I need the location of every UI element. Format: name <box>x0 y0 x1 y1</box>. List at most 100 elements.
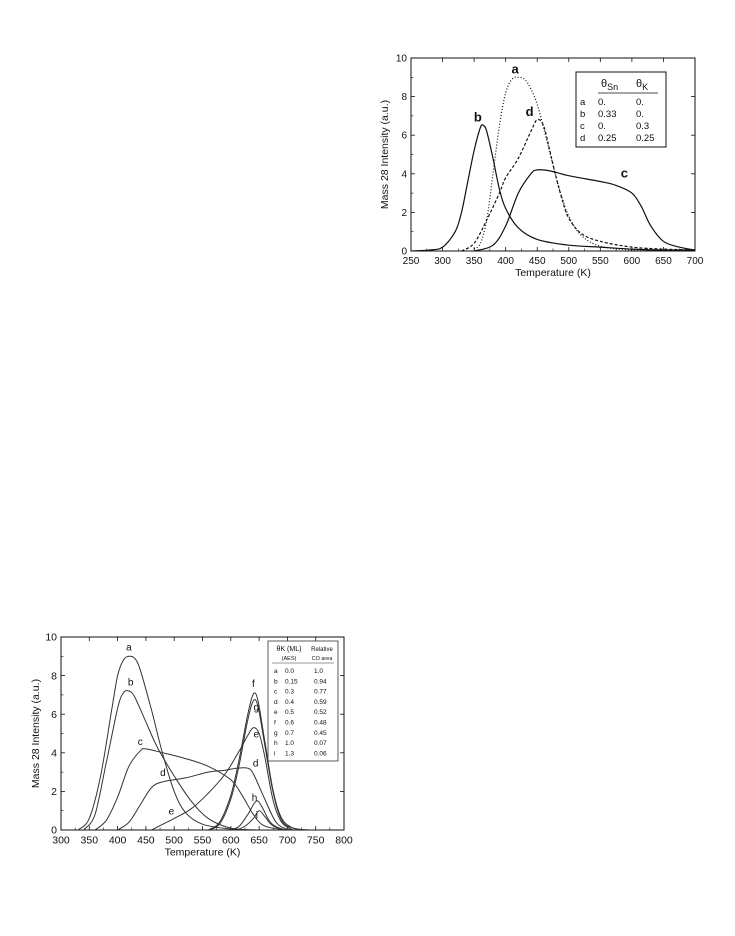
chart2-curve-label-g: g <box>253 702 259 713</box>
chart2-series-h <box>230 800 294 830</box>
chart1-x-tick-label: 250 <box>403 256 420 267</box>
chart2-x-tick-label: 650 <box>250 835 268 847</box>
chart2-legend-row-area: 0.07 <box>314 740 327 747</box>
chart1-y-tick-label: 6 <box>401 131 407 142</box>
chart2-legend-row-id: i <box>274 750 275 757</box>
chart2-series-d <box>117 767 300 830</box>
chart2-legend-row-area: 0.45 <box>314 730 327 737</box>
chart2-curve-label-d: d <box>160 768 166 779</box>
chart2-series-i <box>236 810 288 830</box>
chart1-legend-row-k: 0.3 <box>636 121 649 132</box>
chart2-y-tick-label: 4 <box>51 747 57 759</box>
chart1-x-tick-label: 450 <box>529 256 546 267</box>
chart2-x-tick-label: 700 <box>279 835 297 847</box>
chart1-curve-label-a: a <box>512 61 520 76</box>
chart2-legend-subheader-2: CO area <box>312 656 334 662</box>
chart1-legend-row-k: 0.25 <box>636 133 655 144</box>
chart2-curve-label-e: e <box>169 807 175 818</box>
chart2-legend-header-2: Relative <box>311 647 333 653</box>
chart2-y-tick-label: 0 <box>51 825 57 837</box>
chart2-legend-row-k: 0.0 <box>285 668 294 675</box>
chart2-x-tick-label: 350 <box>81 835 99 847</box>
chart2-curve-label-e: e <box>253 729 259 740</box>
chart2-legend-row-id: e <box>274 709 278 716</box>
chart1-legend: θSn θKa 0. 0.b 0.33 0.c 0. 0.3d 0.25 0.25 <box>575 71 667 148</box>
chart1-legend-box <box>575 71 667 148</box>
chart2-legend-row-k: 0.6 <box>285 720 294 727</box>
chart2-legend: θK (ML) Relative (AES) CO area a 0.0 1.0 b 0.15 0… <box>267 640 339 762</box>
chart1-legend-row-sn: 0.33 <box>598 109 617 120</box>
chart2-curve-label-d: d <box>253 758 259 769</box>
chart1-legend-row-sn: 0.25 <box>598 133 617 144</box>
chart1-legend-header: θK <box>636 78 648 92</box>
chart2-x-tick-label: 400 <box>109 835 127 847</box>
chart1-curve-label-b: b <box>474 110 482 125</box>
chart2-series-a <box>77 655 260 830</box>
chart1-legend-row-id: c <box>580 121 585 132</box>
chart2-legend-header-1: θK (ML) <box>277 646 302 653</box>
chart1-legend-row-sn: 0. <box>598 121 606 132</box>
chart1-x-tick-label: 550 <box>592 256 609 267</box>
chart1-legend-row-id: a <box>580 97 586 108</box>
chart2-x-tick-label: 500 <box>165 835 183 847</box>
chart1-series-b <box>411 124 695 251</box>
chart2-series-e <box>151 727 294 830</box>
chart1-x-tick-label: 650 <box>655 256 672 267</box>
chart2-curve-label-b: b <box>128 677 134 688</box>
chart2-y-tick-label: 10 <box>45 632 57 644</box>
chart2-legend-row-id: d <box>274 699 278 706</box>
chart2-plot: 300 350 400 450 500 550 600 650 700 750 800 0 2 4 6 8 10… <box>30 632 353 859</box>
chart2-x-tick-label: 450 <box>137 835 155 847</box>
chart2-series-b <box>83 690 260 830</box>
chart1-y-axis-title: Mass 28 Intensity (a.u.) <box>379 100 391 209</box>
chart1-series-c <box>473 169 695 251</box>
chart1-y-tick-label: 8 <box>401 92 407 103</box>
chart2-curve-label-h: h <box>252 793 258 804</box>
chart2-x-tick-label: 300 <box>52 835 70 847</box>
chart1-plot: 250 300 350 400 450 500 550 600 650 700 0 2 4 6 8 10 Tem… <box>379 54 704 280</box>
chart2-legend-row-k: 0.4 <box>285 699 294 706</box>
chart2-series-f <box>207 692 305 830</box>
chart2-y-tick-label: 8 <box>51 670 57 682</box>
chart1-series-group <box>411 76 695 251</box>
chart2-legend-row-k: 0.5 <box>285 709 294 716</box>
chart1-curve-label-d: d <box>526 104 534 119</box>
chart2-series-g <box>207 699 311 830</box>
chart2-legend-row-id: h <box>274 740 278 747</box>
chart2-legend-row-area: 0.94 <box>314 678 327 685</box>
chart2-legend-row-area: 1.0 <box>314 668 323 675</box>
chart2-series-c <box>94 748 288 830</box>
chart2-legend-row-area: 0.48 <box>314 720 327 727</box>
chart2-legend-row-k: 0.7 <box>285 730 294 737</box>
chart2-legend-row-k: 1.0 <box>285 740 294 747</box>
chart1-x-tick-label: 700 <box>687 256 704 267</box>
chart1-y-tick-label: 10 <box>396 54 408 65</box>
chart2-legend-row-k: 0.15 <box>285 678 298 685</box>
chart2-legend-row-area: 0.59 <box>314 699 327 706</box>
chart1-y-tick-label: 4 <box>401 169 407 180</box>
chart2-y-axis-title: Mass 28 Intensity (a.u.) <box>30 679 42 788</box>
chart2-legend-box <box>267 640 339 762</box>
chart2-legend-row-k: 0.3 <box>285 689 294 696</box>
chart2-legend-row-id: a <box>274 668 278 675</box>
chart2-curve-label-i: i <box>256 810 258 821</box>
chart2-legend-row-k: 1.3 <box>285 750 294 757</box>
chart1-x-tick-label: 350 <box>466 256 483 267</box>
chart2-curve-label-a: a <box>126 643 132 654</box>
chart1-y-tick-label: 0 <box>401 247 407 258</box>
chart2-x-tick-label: 750 <box>307 835 325 847</box>
chart1-series-d <box>461 118 695 251</box>
chart2-curve-label-f: f <box>252 679 255 690</box>
chart-top-right: 250 300 350 400 450 500 550 600 650 700 0 2 4 6 8 10 Tem… <box>379 54 704 280</box>
chart1-x-axis-title: Temperature (K) <box>515 267 591 279</box>
chart1-x-tick-label: 500 <box>560 256 577 267</box>
chart1-legend-row-k: 0. <box>636 109 644 120</box>
chart1-legend-row-id: d <box>580 133 585 144</box>
chart2-legend-subheader-1: (AES) <box>282 656 297 662</box>
chart1-x-tick-label: 300 <box>434 256 451 267</box>
chart2-legend-row-area: 0.52 <box>314 709 327 716</box>
chart2-x-tick-label: 800 <box>335 835 353 847</box>
chart2-y-tick-label: 2 <box>51 786 57 798</box>
chart1-x-tick-label: 600 <box>624 256 641 267</box>
chart2-legend-row-id: c <box>274 689 278 696</box>
